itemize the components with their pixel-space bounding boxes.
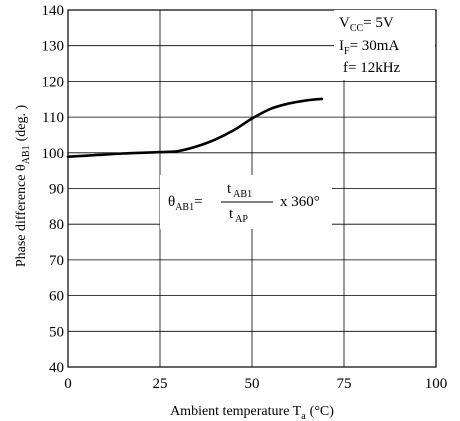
x-tick-label: 75 [337, 376, 352, 392]
y-tick-label: 130 [42, 39, 65, 55]
y-tick-label: 140 [42, 3, 65, 19]
y-tick-label: 50 [49, 324, 64, 340]
y-tick-label: 40 [49, 360, 64, 376]
x-tick-label: 100 [425, 376, 448, 392]
formula-tail: x 360° [280, 194, 320, 210]
y-tick-label: 120 [42, 74, 65, 90]
series-line [66, 97, 324, 158]
condition-if: IF= 30mA [339, 38, 399, 57]
y-tick-label: 60 [49, 289, 64, 305]
formula-lhs: θAB1= [168, 194, 203, 213]
formula-numerator: t AB1 [227, 181, 252, 200]
condition-vcc: VCC= 5V [339, 15, 394, 34]
x-tick-label: 25 [153, 376, 168, 392]
y-axis-label: Phase difference θAB1(deg. ) [14, 105, 32, 268]
y-tick-label: 70 [49, 253, 64, 269]
y-tick-labels: 40 50 60 70 80 90 100 110 120 130 140 [42, 3, 65, 376]
formula-denominator: t AP [229, 206, 248, 225]
y-tick-label: 80 [49, 217, 64, 233]
x-tick-label: 0 [64, 376, 72, 392]
x-axis-label: Ambient temperature Ta (°C) [170, 404, 334, 421]
y-tick-label: 110 [42, 110, 64, 126]
y-tick-label: 90 [49, 182, 64, 198]
conditions-box [334, 10, 435, 80]
condition-f: f= 12kHz [343, 60, 401, 76]
x-tick-labels: 0 25 50 75 100 [64, 376, 447, 392]
x-tick-label: 50 [245, 376, 260, 392]
plot-frame [67, 9, 437, 368]
y-tick-label: 100 [42, 146, 65, 162]
